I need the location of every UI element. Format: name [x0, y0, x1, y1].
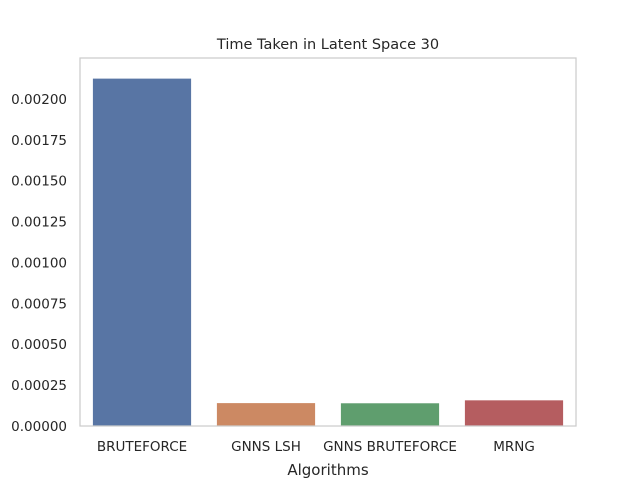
x-axis-ticks: BRUTEFORCE GNNS LSH GNNS BRUTEFORCE MRNG	[97, 439, 535, 455]
y-tick-label: 0.00000	[11, 419, 67, 435]
bars	[91, 77, 565, 427]
y-tick-label: 0.00075	[11, 296, 67, 312]
y-tick-label: 0.00150	[11, 174, 67, 190]
bar-gnns-bruteforce	[339, 402, 441, 427]
x-tick-label: GNNS BRUTEFORCE	[323, 439, 457, 455]
plot-frame	[79, 57, 577, 427]
chart-title: Time Taken in Latent Space 30	[216, 37, 439, 53]
y-tick-label: 0.00050	[11, 337, 67, 353]
bar-gnns-lsh	[215, 402, 317, 427]
y-tick-label: 0.00125	[11, 215, 67, 231]
y-tick-label: 0.00100	[11, 255, 67, 271]
bar-mrng	[463, 399, 565, 427]
x-axis-label: Algorithms	[287, 461, 368, 479]
x-tick-label: MRNG	[493, 439, 535, 455]
bar-bruteforce	[91, 77, 193, 427]
x-tick-label: BRUTEFORCE	[97, 439, 187, 455]
y-tick-label: 0.00200	[11, 92, 67, 108]
y-tick-label: 0.00175	[11, 133, 67, 149]
y-axis-ticks: 0.00000 0.00025 0.00050 0.00075 0.00100 0.001…	[11, 92, 67, 435]
x-tick-label: GNNS LSH	[231, 439, 301, 455]
y-tick-label: 0.00025	[11, 378, 67, 394]
